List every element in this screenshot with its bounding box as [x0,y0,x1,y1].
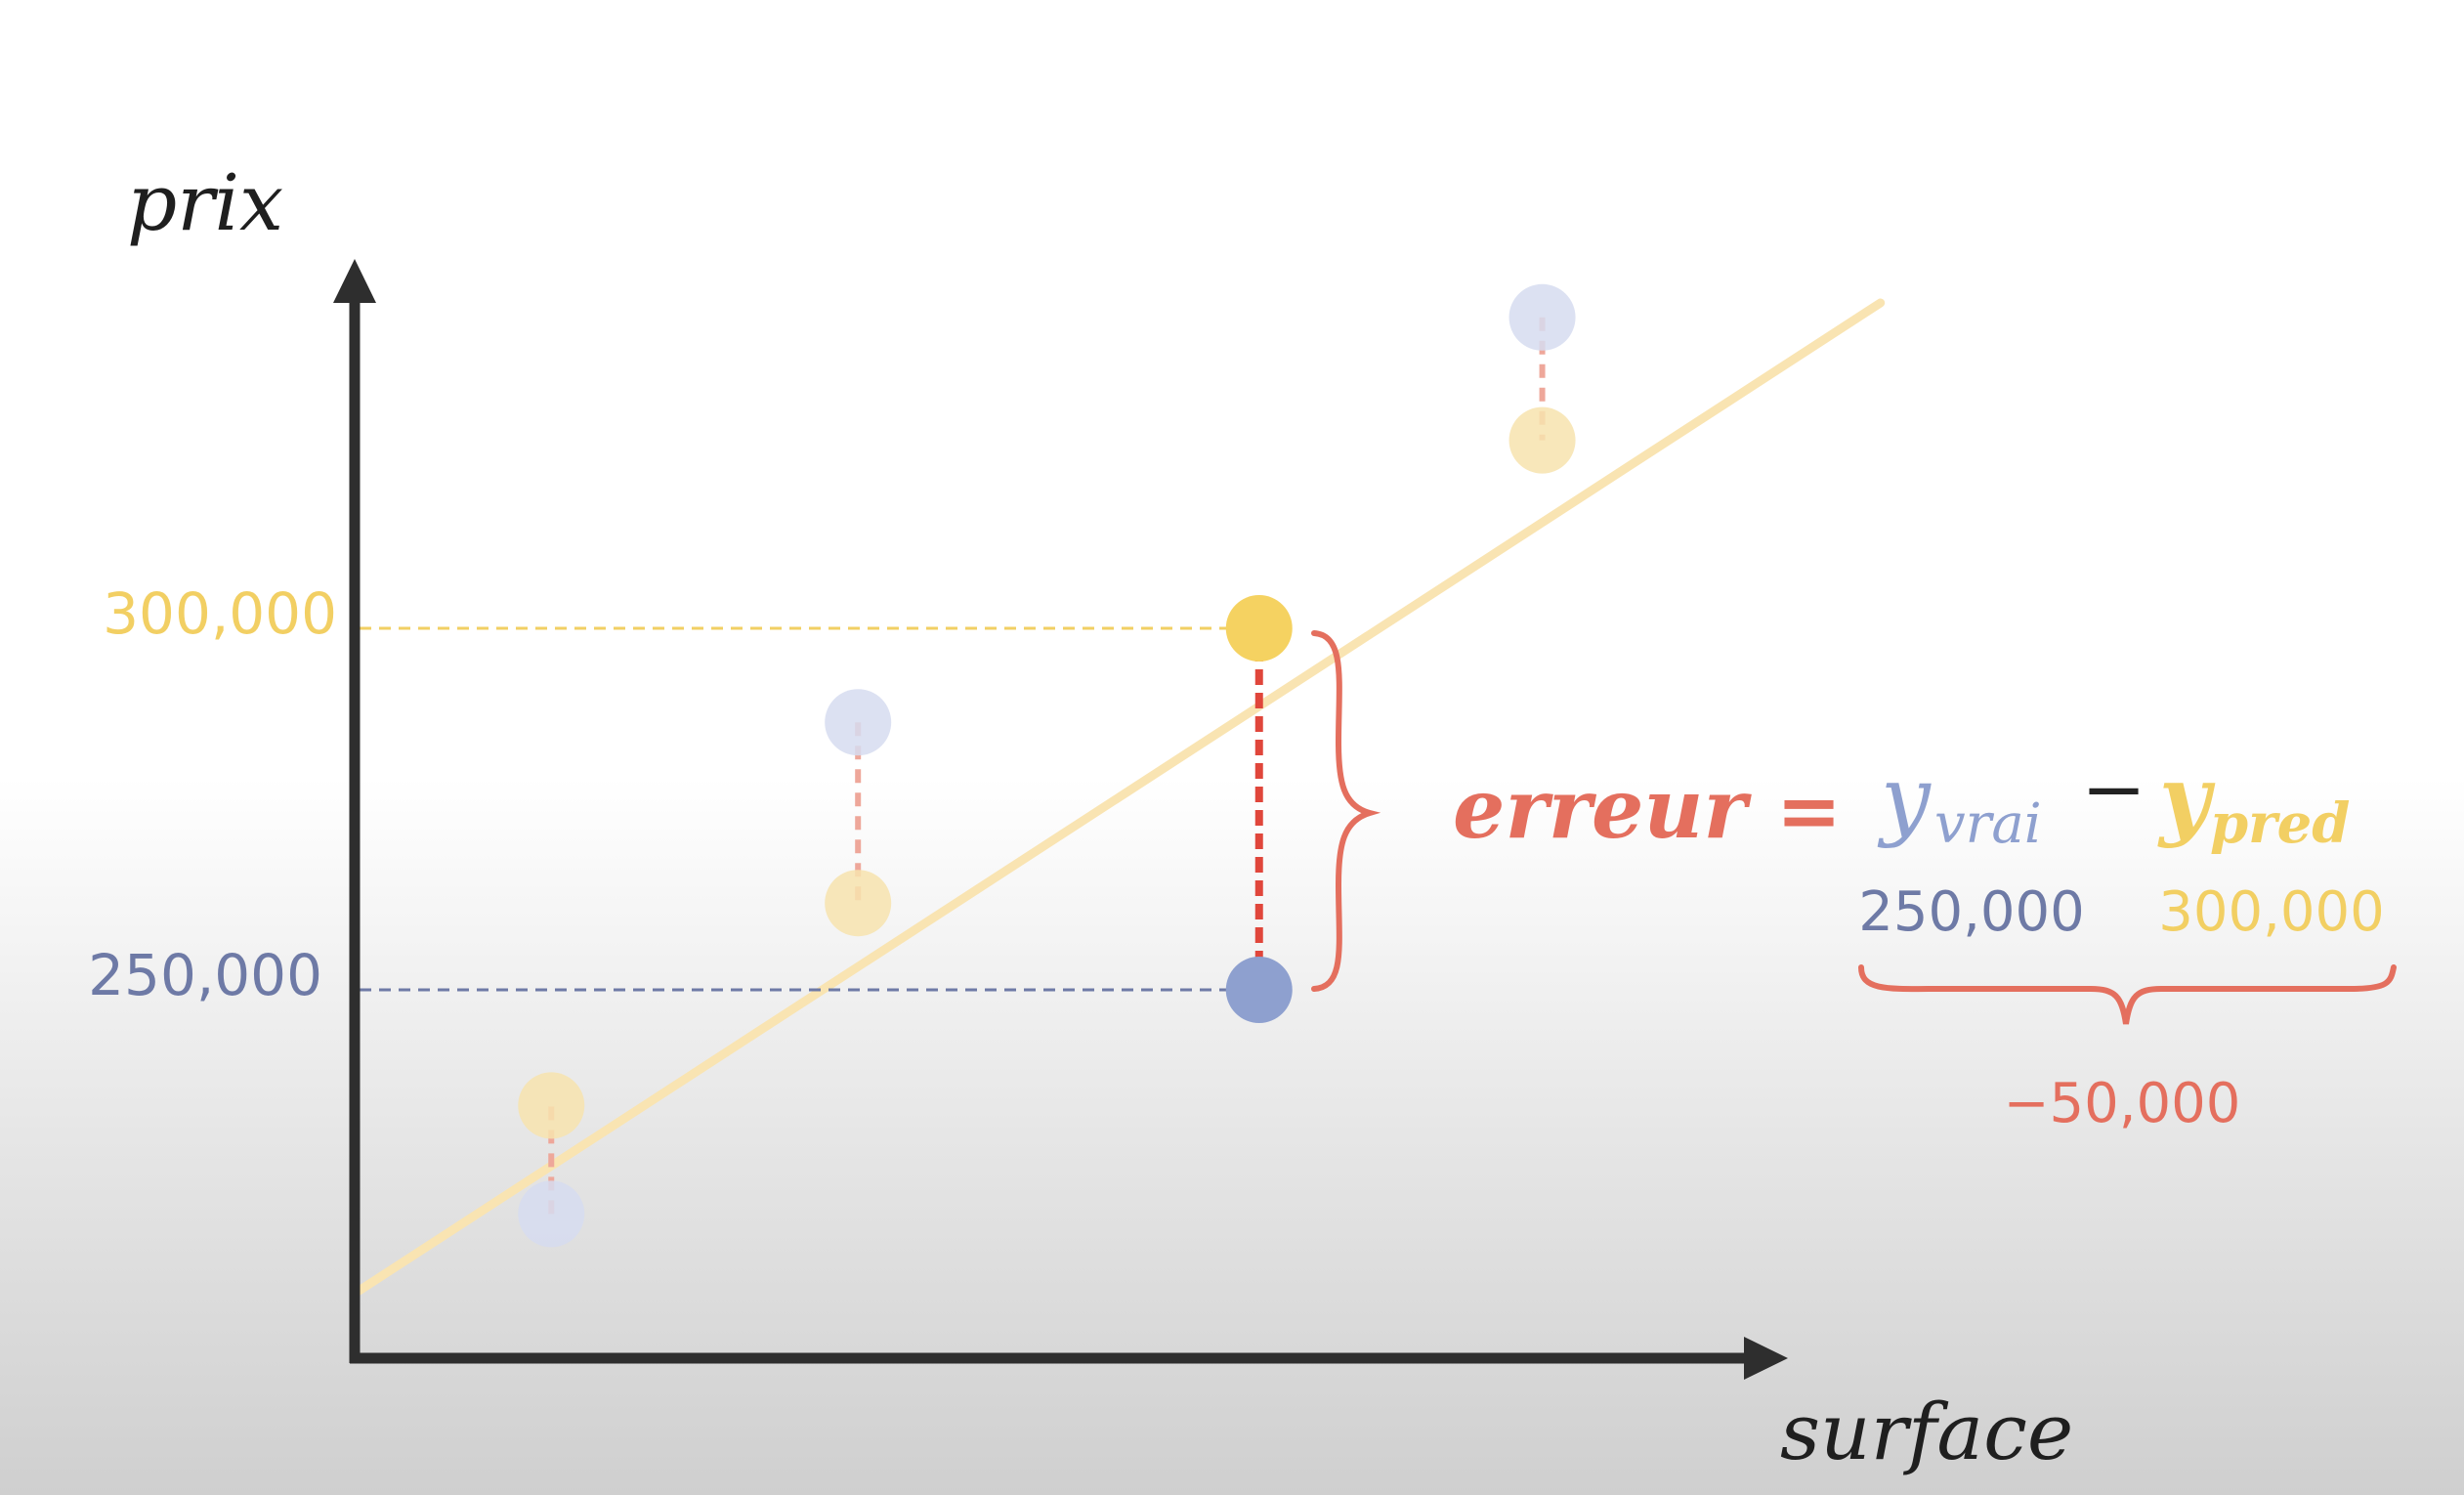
y-axis-title: prix [127,157,283,248]
formula-subscript-pred: pred [2210,791,2350,856]
x-axis-arrow [1744,1337,1788,1380]
formula-equals: = [1776,764,1842,856]
y-tick-label-250000: 250,000 [88,942,322,1008]
formula-value-actual: 250,000 [1858,880,2085,944]
formula-subscript-vrai: vrai [1934,792,2042,856]
regression-line [350,298,1886,1299]
formula-result: −50,000 [2004,1072,2241,1135]
actual-point [1508,283,1576,351]
result-brace [1858,964,2397,1025]
actual-point [1225,957,1293,1023]
formula-y-vrai: y [1877,748,1932,850]
x-axis-title: surface [1780,1387,2073,1477]
actual-point [825,689,892,756]
y-axis-arrow [333,259,376,303]
predicted-point [1508,406,1576,474]
formula-value-predicted: 300,000 [2158,880,2385,944]
residual-lines [548,317,1546,1215]
formula-minus: − [2081,744,2146,834]
y-tick-label-300000: 300,000 [103,580,337,647]
data-points [518,283,1576,1248]
formula-y-pred: y [2157,747,2216,850]
error-brace [1311,630,1381,992]
actual-point [518,1180,585,1248]
predicted-point [518,1072,585,1139]
predicted-point [825,870,892,937]
formula-erreur: erreur [1453,760,1752,857]
axes [333,259,1788,1380]
predicted-point [1225,595,1293,662]
